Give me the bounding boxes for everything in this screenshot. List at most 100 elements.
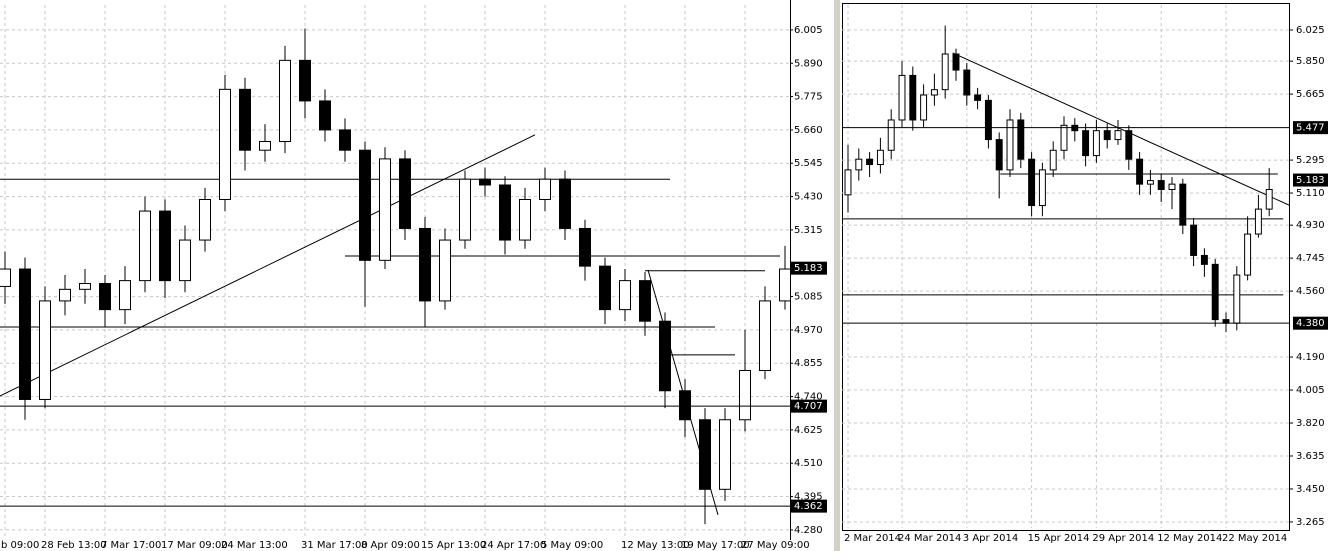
x-tick-label: 24 Mar 13:00 bbox=[221, 540, 288, 551]
candle-body bbox=[1028, 158, 1036, 207]
level-label: 4.362 bbox=[794, 501, 823, 512]
candle-body bbox=[963, 69, 971, 96]
candle-body bbox=[1049, 149, 1057, 171]
candle-body bbox=[479, 178, 491, 186]
y-tick-label: 4.005 bbox=[1296, 385, 1325, 396]
candle-body bbox=[779, 268, 790, 302]
x-tick-label: 27 May 09:00 bbox=[741, 540, 810, 551]
x-tick-label: 28 Feb 13:00 bbox=[41, 540, 107, 551]
y-tick-label: 5.085 bbox=[794, 292, 823, 303]
candle-body bbox=[898, 74, 906, 121]
candle-body bbox=[1157, 180, 1165, 190]
candle-body bbox=[844, 169, 852, 196]
level-box bbox=[1293, 121, 1328, 135]
candle-body bbox=[920, 94, 928, 121]
candle-body bbox=[659, 320, 671, 392]
candle-body bbox=[1200, 254, 1208, 265]
candle-body bbox=[1006, 119, 1014, 171]
candle-body bbox=[1265, 188, 1273, 210]
candle-body bbox=[259, 141, 271, 151]
candle-body bbox=[866, 158, 874, 166]
y-tick-label: 3.820 bbox=[1296, 418, 1325, 429]
candle-body bbox=[1136, 158, 1144, 185]
x-tick-label: 12 May 13:00 bbox=[621, 540, 690, 551]
y-tick-label: 5.775 bbox=[794, 92, 823, 103]
y-tick-label: 4.930 bbox=[1296, 220, 1325, 231]
candle-body bbox=[99, 283, 111, 311]
candle-body bbox=[876, 149, 884, 166]
y-tick-label: 4.625 bbox=[794, 425, 823, 436]
candle-body bbox=[1190, 224, 1198, 256]
candle-body bbox=[1060, 124, 1068, 151]
y-tick-label: 4.190 bbox=[1296, 352, 1325, 363]
candle-body bbox=[1211, 263, 1219, 321]
y-tick-label: 4.280 bbox=[794, 525, 823, 536]
y-tick-label: 3.450 bbox=[1296, 484, 1325, 495]
y-tick-label: 3.635 bbox=[1296, 451, 1325, 462]
y-tick-label: 5.295 bbox=[1296, 155, 1325, 166]
x-tick-label: 19 May 17:00 bbox=[681, 540, 750, 551]
y-tick-label: 4.510 bbox=[794, 458, 823, 469]
level-box bbox=[1293, 173, 1328, 187]
candle-body bbox=[679, 390, 691, 421]
candle-body bbox=[399, 158, 411, 229]
candle-body bbox=[1017, 119, 1025, 160]
candle-body bbox=[1092, 130, 1100, 157]
x-tick-label: 2 Mar 2014 bbox=[844, 533, 901, 544]
y-tick-label: 6.005 bbox=[794, 25, 823, 36]
y-tick-label: 5.665 bbox=[1296, 89, 1325, 100]
level-label: 4.707 bbox=[794, 401, 823, 412]
candle-body bbox=[219, 88, 231, 200]
candle-body bbox=[1114, 130, 1122, 141]
y-tick-label: 4.855 bbox=[794, 358, 823, 369]
level-box bbox=[791, 499, 827, 513]
candle-body bbox=[909, 74, 917, 121]
candle-body bbox=[19, 268, 31, 400]
candle-body bbox=[1222, 319, 1230, 324]
candle-body bbox=[59, 288, 71, 302]
candle-body bbox=[1103, 130, 1111, 141]
y-tick-label: 5.850 bbox=[1296, 56, 1325, 67]
candle-body bbox=[930, 89, 938, 96]
y-tick-label: 4.740 bbox=[794, 392, 823, 403]
x-tick-label: 3 Apr 2014 bbox=[963, 533, 1018, 544]
level-label: 5.477 bbox=[1296, 123, 1325, 134]
x-tick-label: 7 Mar 17:00 bbox=[101, 540, 161, 551]
level-label: 5.183 bbox=[794, 263, 823, 274]
candle-body bbox=[974, 94, 982, 101]
x-tick-label: 12 May 2014 bbox=[1157, 533, 1222, 544]
trend-line bbox=[0, 134, 536, 397]
candle-body bbox=[599, 265, 611, 311]
y-tick-label: 6.025 bbox=[1296, 25, 1325, 36]
candle-body bbox=[1038, 169, 1046, 207]
y-tick-label: 5.890 bbox=[794, 58, 823, 69]
y-tick-label: 4.395 bbox=[794, 492, 823, 503]
candle-body bbox=[279, 59, 291, 143]
candle-body bbox=[179, 239, 191, 282]
x-tick-label: 17 Mar 09:00 bbox=[161, 540, 228, 551]
candle-body bbox=[855, 158, 863, 171]
y-tick-label: 3.265 bbox=[1296, 517, 1325, 528]
candle-body bbox=[0, 268, 11, 287]
candle-body bbox=[559, 178, 571, 229]
level-box bbox=[791, 261, 827, 275]
x-tick-label: 31 Mar 17:00 bbox=[301, 540, 368, 551]
y-tick-label: 5.315 bbox=[794, 225, 823, 236]
candle-body bbox=[539, 178, 551, 200]
candle-body bbox=[419, 227, 431, 302]
candle-body bbox=[439, 239, 451, 302]
candle-body bbox=[519, 198, 531, 241]
candle-body bbox=[719, 419, 731, 490]
candle-body bbox=[952, 53, 960, 71]
candle-body bbox=[1082, 130, 1090, 157]
x-tick-label: 29 Apr 2014 bbox=[1092, 533, 1154, 544]
level-box bbox=[791, 399, 827, 413]
candle-body bbox=[359, 149, 371, 261]
x-tick-label: b 09:00 bbox=[1, 540, 39, 551]
candle-body bbox=[1179, 183, 1187, 226]
candle-body bbox=[499, 184, 511, 241]
candle-body bbox=[239, 88, 251, 151]
candle-body bbox=[1146, 180, 1154, 185]
candle-body bbox=[739, 369, 751, 421]
